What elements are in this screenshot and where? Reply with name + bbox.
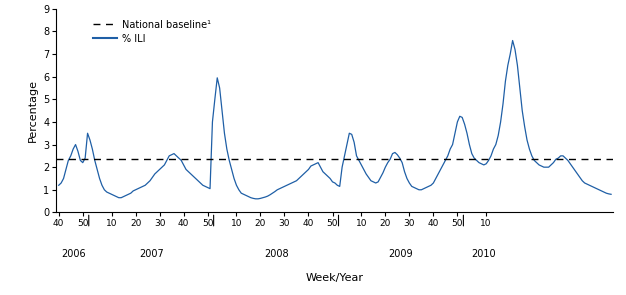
- Text: Week/Year: Week/Year: [306, 273, 364, 283]
- Text: 2007: 2007: [139, 249, 163, 259]
- Y-axis label: Percentage: Percentage: [28, 79, 38, 142]
- National baseline¹: [55, 158, 63, 161]
- Text: 2010: 2010: [471, 249, 496, 259]
- Text: 2008: 2008: [264, 249, 289, 259]
- % ILI: [134, 187, 141, 191]
- Line: % ILI: % ILI: [59, 40, 611, 199]
- % ILI: [607, 193, 615, 196]
- % ILI: [252, 197, 259, 201]
- National baseline¹: [58, 158, 65, 161]
- % ILI: [69, 147, 77, 151]
- % ILI: [293, 179, 300, 183]
- % ILI: [509, 39, 516, 42]
- Legend: National baseline¹, % ILI: National baseline¹, % ILI: [89, 16, 215, 47]
- Text: 2006: 2006: [61, 249, 86, 259]
- % ILI: [590, 186, 598, 189]
- % ILI: [586, 183, 593, 187]
- Text: 2009: 2009: [389, 249, 413, 259]
- % ILI: [567, 162, 574, 165]
- % ILI: [55, 183, 63, 187]
